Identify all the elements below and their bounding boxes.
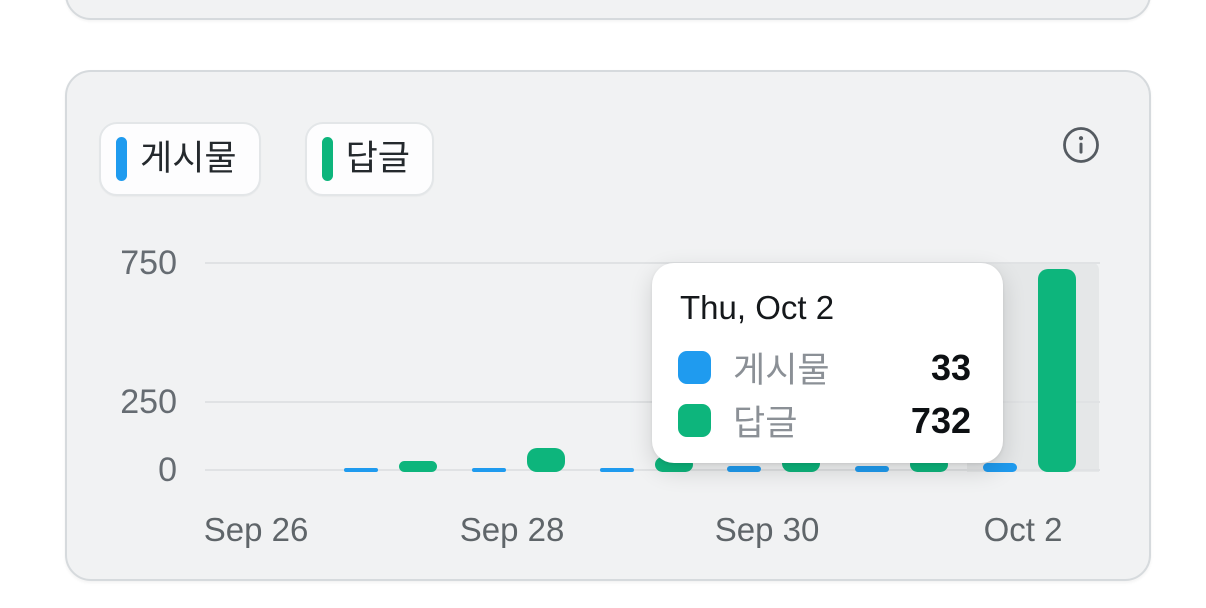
tooltip-replies-label: 답글 xyxy=(733,404,798,443)
tooltip-row-posts: 게시물 33 xyxy=(678,341,975,394)
bar-replies-oct-2[interactable] xyxy=(1038,269,1077,472)
tooltip-posts-label: 게시물 xyxy=(733,351,830,390)
x-tick-label-sep-26: Sep 26 xyxy=(203,511,309,548)
gridline-0 xyxy=(205,469,1100,471)
replies-color-swatch xyxy=(321,137,333,181)
x-tick-label-sep-30: Sep 30 xyxy=(714,511,820,548)
x-tick-label-oct-2: Oct 2 xyxy=(983,511,1063,548)
legend-replies-label: 답글 xyxy=(345,139,411,178)
info-icon[interactable] xyxy=(1061,125,1101,165)
tooltip-row-replies: 답글 732 xyxy=(678,394,975,447)
gridline-750 xyxy=(205,262,1100,264)
legend-posts-label: 게시물 xyxy=(140,139,237,178)
previous-card-partial xyxy=(65,0,1151,20)
chart-tooltip: Thu, Oct 2 게시물 33 답글 732 xyxy=(652,263,1003,463)
legend: 게시물 답글 xyxy=(99,122,435,196)
posts-color-swatch xyxy=(116,137,127,181)
activity-chart-card: 게시물 답글 0 250 750 Sep 26 Sep 28 Sep 30 Oct 2 T… xyxy=(65,70,1151,581)
bar-posts-sep-27[interactable] xyxy=(343,468,378,472)
tooltip-posts-value: 33 xyxy=(930,346,971,388)
y-tick-label-250: 250 xyxy=(120,383,177,421)
y-tick-label-0: 0 xyxy=(158,451,177,489)
tooltip-replies-value: 732 xyxy=(910,399,971,441)
bar-replies-sep-27[interactable] xyxy=(398,461,437,472)
x-tick-label-sep-28: Sep 28 xyxy=(459,511,565,548)
tooltip-date-title: Thu, Oct 2 xyxy=(680,289,835,326)
legend-chip-posts[interactable]: 게시물 xyxy=(99,122,261,196)
bar-posts-oct-1[interactable] xyxy=(855,466,890,472)
bar-posts-sep-29[interactable] xyxy=(599,468,634,472)
bar-replies-sep-28[interactable] xyxy=(526,448,565,472)
tooltip-posts-swatch xyxy=(678,351,711,384)
legend-chip-replies[interactable]: 답글 xyxy=(304,122,435,196)
y-tick-label-750: 750 xyxy=(120,244,177,282)
bar-posts-sep-28[interactable] xyxy=(471,468,506,472)
tooltip-replies-swatch xyxy=(678,404,711,437)
bar-posts-oct-2[interactable] xyxy=(983,463,1018,472)
bar-posts-sep-30[interactable] xyxy=(727,466,762,472)
